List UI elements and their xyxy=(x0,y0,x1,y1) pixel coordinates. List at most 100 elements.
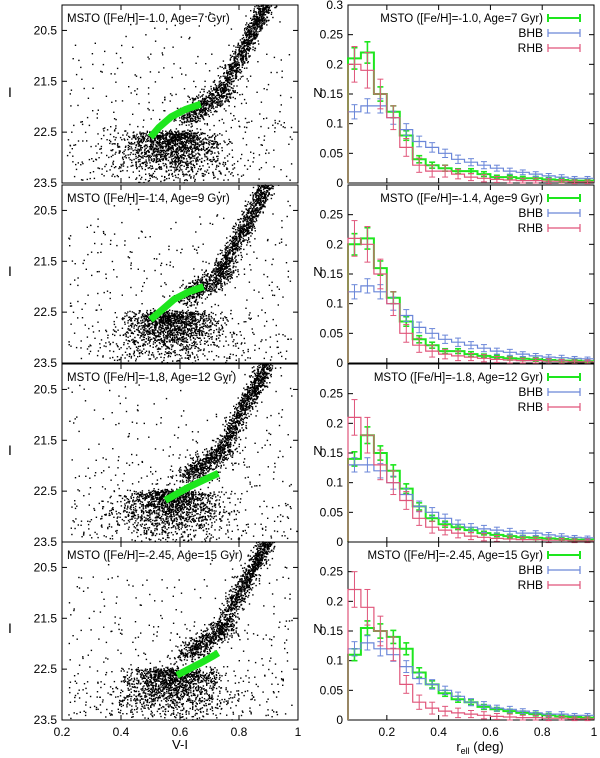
star-point xyxy=(192,117,194,120)
star-point xyxy=(175,162,177,165)
star-point xyxy=(167,325,169,327)
star-point xyxy=(228,96,231,98)
star-point xyxy=(213,107,215,110)
star-point xyxy=(260,10,263,13)
star-point xyxy=(123,317,125,320)
star-point xyxy=(183,88,186,90)
star-point xyxy=(205,97,207,99)
star-point xyxy=(190,286,192,288)
star-point xyxy=(263,18,265,20)
star-point xyxy=(238,125,241,127)
star-point xyxy=(163,165,165,167)
star-point xyxy=(245,32,248,34)
star-point xyxy=(233,163,236,165)
star-point xyxy=(100,152,103,154)
star-point xyxy=(185,326,187,328)
star-point xyxy=(119,166,121,168)
star-point xyxy=(206,156,208,158)
star-point xyxy=(243,39,245,41)
star-point xyxy=(219,143,221,145)
star-point xyxy=(208,141,210,143)
star-point xyxy=(110,140,112,143)
star-point xyxy=(150,141,152,143)
star-point xyxy=(220,281,222,283)
star-point xyxy=(170,146,172,148)
star-point xyxy=(169,309,171,311)
star-point xyxy=(183,348,186,350)
star-point xyxy=(168,332,171,334)
star-point xyxy=(154,358,157,360)
star-point xyxy=(146,329,149,332)
star-point xyxy=(155,137,157,139)
star-point xyxy=(167,141,170,144)
star-point xyxy=(191,134,193,137)
star-point xyxy=(215,98,218,100)
star-point xyxy=(262,12,264,14)
star-point xyxy=(187,334,189,337)
star-point xyxy=(178,133,180,135)
star-point xyxy=(162,149,164,151)
star-point xyxy=(173,313,175,316)
star-point xyxy=(238,66,240,69)
star-point xyxy=(242,59,244,61)
star-point xyxy=(137,329,139,331)
star-point xyxy=(166,327,168,329)
star-point xyxy=(148,101,150,104)
star-point xyxy=(125,334,127,336)
star-point xyxy=(213,87,215,89)
star-point xyxy=(208,335,210,337)
star-point xyxy=(229,356,231,358)
star-point xyxy=(138,103,140,105)
star-point xyxy=(179,155,181,157)
star-point xyxy=(132,338,134,341)
star-point xyxy=(198,149,200,152)
star-point xyxy=(203,118,205,121)
star-point xyxy=(145,147,147,149)
star-point xyxy=(267,127,270,129)
star-point xyxy=(233,332,236,335)
star-point xyxy=(189,114,192,116)
star-point xyxy=(172,134,174,137)
star-point xyxy=(227,73,229,76)
star-point xyxy=(69,145,72,147)
star-point xyxy=(259,18,261,20)
star-point xyxy=(188,130,191,133)
star-point xyxy=(142,313,144,315)
star-point xyxy=(152,109,154,112)
star-point xyxy=(221,93,223,95)
star-point xyxy=(248,33,250,36)
star-point xyxy=(259,22,261,25)
star-point xyxy=(230,64,232,66)
star-point xyxy=(242,350,244,352)
star-point xyxy=(165,331,167,333)
star-point xyxy=(165,143,167,145)
star-point xyxy=(201,103,204,105)
star-point xyxy=(228,100,230,103)
star-point xyxy=(205,171,208,173)
star-point xyxy=(280,169,282,171)
star-point xyxy=(169,295,171,297)
star-point xyxy=(274,6,276,9)
star-point xyxy=(173,317,176,319)
star-point xyxy=(142,333,144,335)
star-point xyxy=(153,330,155,332)
star-point xyxy=(156,178,158,180)
star-point xyxy=(209,91,211,94)
star-point xyxy=(212,134,214,137)
star-point xyxy=(170,152,172,154)
star-point xyxy=(161,175,163,177)
star-point xyxy=(237,44,239,46)
star-point xyxy=(155,326,157,328)
star-point xyxy=(211,146,213,148)
star-point xyxy=(230,126,232,129)
star-point xyxy=(201,172,203,175)
star-point xyxy=(164,158,167,160)
star-point xyxy=(152,167,154,169)
star-point xyxy=(210,328,212,331)
star-scatter xyxy=(66,4,293,184)
star-point xyxy=(210,325,212,327)
star-point xyxy=(183,316,185,318)
y-tick-label: 23.5 xyxy=(34,176,58,190)
star-point xyxy=(147,318,149,321)
star-point xyxy=(198,331,201,333)
